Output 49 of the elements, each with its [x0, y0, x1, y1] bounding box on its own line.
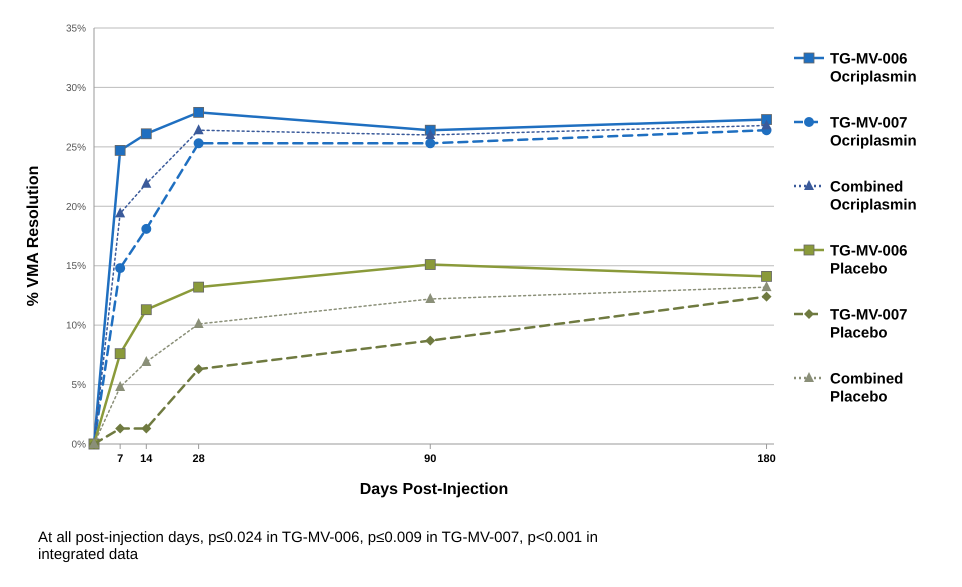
x-tick-label: 14 [140, 453, 154, 465]
y-tick-label: 5% [72, 380, 86, 392]
point [140, 304, 152, 316]
point [141, 224, 152, 234]
point [141, 356, 152, 366]
x-tick-label: 90 [424, 453, 436, 465]
y-tick-label: 30% [66, 82, 86, 94]
point [762, 292, 772, 302]
legend-label: TG-MV-007 Ocriplasmin [830, 114, 917, 150]
point [141, 424, 152, 434]
point [115, 207, 126, 218]
y-tick-label: 0% [72, 440, 86, 450]
point [115, 424, 126, 434]
point [140, 128, 152, 140]
y-tick-label: 15% [66, 261, 86, 272]
legend-label: Combined Ocriplasmin [830, 178, 917, 214]
legend-label: TG-MV-006 Placebo [830, 242, 908, 278]
text: At all post-injection days, p≤0.024 in TG-MV-006, p≤0.009 in TG-MV-007, p<0.001 in integrated data [38, 529, 599, 563]
x-tick-label: 7 [117, 453, 124, 465]
point [115, 380, 126, 391]
point [425, 292, 436, 303]
point [762, 119, 772, 130]
point [761, 271, 772, 282]
y-tick-label: 10% [66, 320, 86, 332]
point [193, 106, 204, 118]
point [141, 178, 152, 188]
point [194, 318, 204, 328]
x-tick-label: 28 [192, 453, 205, 465]
y-axis-title: % VMA Resolution [25, 166, 42, 306]
point [194, 124, 204, 134]
point [762, 281, 772, 292]
legend-label: TG-MV-006 Ocriplasmin [830, 50, 917, 86]
point [194, 364, 204, 374]
y-tick-label: 35% [66, 24, 86, 34]
y-tick-label: 25% [66, 142, 86, 154]
point [114, 348, 126, 360]
point [193, 282, 204, 293]
x-tick-label: 180 [757, 453, 776, 465]
legend-label: TG-MV-007 Placebo [830, 306, 908, 342]
point [115, 263, 126, 274]
point [425, 138, 436, 148]
point [194, 138, 204, 148]
point [425, 336, 436, 346]
point [425, 128, 436, 139]
point [114, 145, 126, 156]
legend-label: Combined Placebo [830, 370, 904, 406]
y-tick-label: 20% [66, 202, 86, 213]
x-axis-title: Days Post-Injection [360, 481, 508, 498]
point [424, 259, 436, 270]
